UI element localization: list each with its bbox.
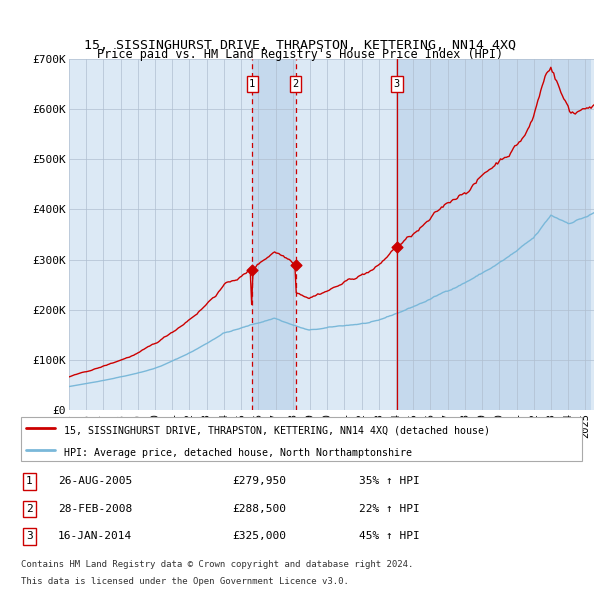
Text: 15, SISSINGHURST DRIVE, THRAPSTON, KETTERING, NN14 4XQ (detached house): 15, SISSINGHURST DRIVE, THRAPSTON, KETTE… — [64, 425, 490, 435]
Text: 3: 3 — [26, 531, 33, 541]
Text: 15, SISSINGHURST DRIVE, THRAPSTON, KETTERING, NN14 4XQ: 15, SISSINGHURST DRIVE, THRAPSTON, KETTE… — [84, 39, 516, 52]
Text: Price paid vs. HM Land Registry's House Price Index (HPI): Price paid vs. HM Land Registry's House … — [97, 48, 503, 61]
Text: 26-AUG-2005: 26-AUG-2005 — [58, 477, 132, 487]
Text: 45% ↑ HPI: 45% ↑ HPI — [359, 531, 419, 541]
Text: Contains HM Land Registry data © Crown copyright and database right 2024.: Contains HM Land Registry data © Crown c… — [21, 560, 413, 569]
FancyBboxPatch shape — [21, 417, 582, 461]
Bar — [252, 59, 296, 410]
Text: £279,950: £279,950 — [233, 477, 287, 487]
Text: 35% ↑ HPI: 35% ↑ HPI — [359, 477, 419, 487]
Text: 1: 1 — [249, 79, 256, 89]
Point — [392, 242, 401, 252]
Text: HPI: Average price, detached house, North Northamptonshire: HPI: Average price, detached house, Nort… — [64, 447, 412, 457]
Text: 22% ↑ HPI: 22% ↑ HPI — [359, 504, 419, 514]
Text: 28-FEB-2008: 28-FEB-2008 — [58, 504, 132, 514]
Text: 3: 3 — [394, 79, 400, 89]
Text: 16-JAN-2014: 16-JAN-2014 — [58, 531, 132, 541]
Point — [247, 265, 257, 274]
Point — [291, 261, 301, 270]
Bar — [397, 59, 590, 410]
Text: 2: 2 — [292, 79, 299, 89]
Text: £325,000: £325,000 — [233, 531, 287, 541]
Text: 1: 1 — [26, 477, 33, 487]
Text: 2: 2 — [26, 504, 33, 514]
Text: £288,500: £288,500 — [233, 504, 287, 514]
Text: This data is licensed under the Open Government Licence v3.0.: This data is licensed under the Open Gov… — [21, 577, 349, 586]
